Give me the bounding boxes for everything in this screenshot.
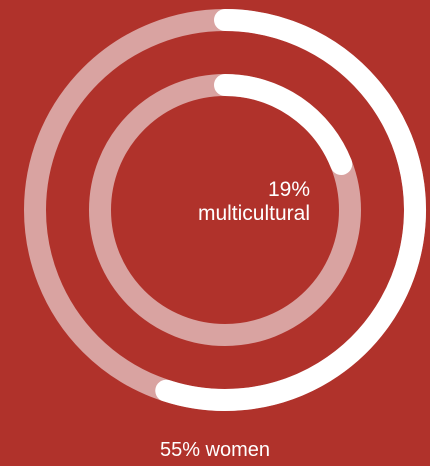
outer-ring-progress-arc (155, 9, 426, 411)
inner-ring-caption: multicultural (197, 202, 310, 225)
inner-ring-label: 19% multicultural (130, 178, 310, 226)
inner-ring-value: 19% (267, 178, 310, 201)
outer-ring-label: 55% women (159, 439, 271, 461)
inner-ring-progress-arc (214, 74, 353, 175)
